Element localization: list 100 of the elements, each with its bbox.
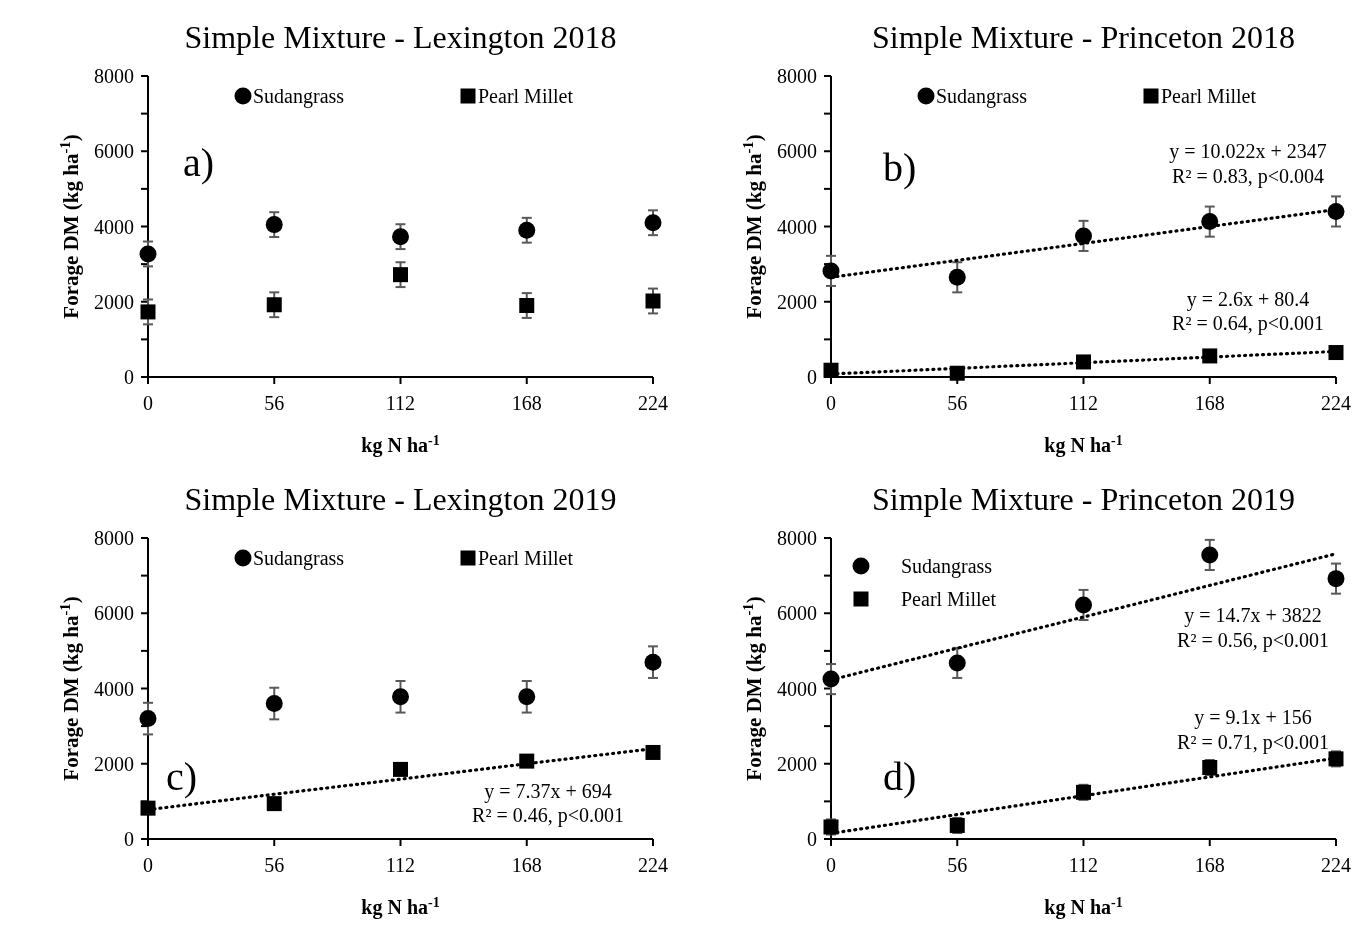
annotation: y = 7.37x + 694	[484, 780, 612, 803]
y-tick-label: 6000	[777, 140, 817, 163]
y-tick-label: 0	[124, 828, 134, 850]
point	[645, 293, 661, 309]
x-tick-label: 56	[947, 392, 968, 414]
annotation: a)	[183, 140, 215, 185]
y-tick-label: 6000	[777, 602, 817, 625]
annotation: R² = 0.64, p<0.001	[1172, 312, 1324, 335]
point	[518, 221, 536, 239]
x-tick-label: 56	[264, 392, 285, 414]
annotation: R² = 0.83, p<0.004	[1172, 165, 1324, 188]
point	[393, 761, 408, 777]
point	[1327, 202, 1345, 220]
y-tick-label: 0	[807, 366, 817, 388]
point	[266, 796, 282, 812]
point	[948, 268, 966, 286]
chart-title: Simple Mixture - Princeton 2019	[871, 481, 1296, 517]
point	[140, 304, 156, 320]
point	[265, 216, 283, 234]
x-tick-label: 224	[1321, 854, 1351, 876]
legend-label: Pearl Millet	[478, 547, 574, 569]
y-tick-label: 8000	[94, 527, 134, 549]
x-tick-label: 112	[385, 854, 416, 876]
x-tick-label: 112	[1068, 392, 1099, 414]
annotation: R² = 0.56, p<0.001	[1177, 629, 1329, 652]
y-tick-label: 8000	[94, 65, 134, 87]
x-tick-label: 112	[385, 392, 416, 414]
x-tick-label: 0	[143, 392, 153, 414]
x-tick-label: 168	[511, 854, 542, 876]
annotation: y = 9.1x + 156	[1194, 706, 1312, 729]
annotation: y = 10.022x + 2347	[1169, 140, 1327, 163]
chart-title: Simple Mixture - Lexington 2018	[184, 19, 617, 55]
point	[140, 800, 156, 816]
x-tick-label: 56	[264, 854, 285, 876]
legend-label: Sudangrass	[901, 555, 993, 578]
x-tick-label: 224	[638, 392, 668, 414]
y-tick-label: 8000	[777, 527, 817, 549]
point	[1075, 596, 1092, 614]
point	[265, 695, 283, 713]
y-tick-label: 2000	[94, 290, 134, 313]
y-tick-label: 2000	[777, 290, 817, 313]
legend-label: Sudangrass	[253, 85, 345, 108]
x-tick-label: 168	[511, 392, 542, 414]
y-tick-label: 2000	[94, 752, 134, 775]
point	[139, 245, 157, 263]
point	[139, 710, 157, 728]
y-tick-label: 0	[124, 366, 134, 388]
y-tick-label: 4000	[94, 677, 134, 700]
point	[822, 262, 840, 280]
legend-label: Pearl Millet	[478, 85, 574, 107]
x-tick-label: 0	[826, 854, 836, 876]
point	[1201, 546, 1219, 564]
x-tick-label: 0	[143, 854, 153, 876]
x-tick-label: 0	[826, 392, 836, 414]
annotation: b)	[883, 145, 917, 190]
annotation: y = 14.7x + 3822	[1184, 604, 1322, 627]
legend-label: Pearl Millet	[1161, 85, 1257, 107]
y-tick-label: 4000	[777, 215, 817, 238]
annotation: c)	[166, 754, 198, 799]
point	[392, 688, 409, 706]
point	[1327, 570, 1345, 588]
y-tick-label: 6000	[94, 602, 134, 625]
chart-title: Simple Mixture - Princeton 2018	[871, 19, 1296, 55]
x-axis-title: kg N ha$^{-1}$	[1044, 432, 1123, 457]
x-tick-label: 168	[1194, 854, 1225, 876]
legend-label: Pearl Millet	[901, 588, 997, 610]
y-tick-label: 4000	[777, 677, 817, 700]
point	[644, 653, 662, 671]
point	[518, 688, 536, 706]
point	[644, 214, 662, 232]
legend-label: Sudangrass	[253, 547, 345, 570]
point	[645, 744, 661, 760]
point	[392, 228, 409, 246]
x-tick-label: 168	[1194, 392, 1225, 414]
y-tick-label: 8000	[777, 65, 817, 87]
point	[519, 298, 535, 314]
annotation: y = 2.6x + 80.4	[1186, 288, 1310, 311]
annotation: R² = 0.46, p<0.001	[472, 804, 624, 827]
x-tick-label: 224	[1321, 392, 1351, 414]
annotation: R² = 0.71, p<0.001	[1177, 731, 1329, 754]
x-axis-title: kg N ha$^{-1}$	[1044, 894, 1123, 919]
annotation: d)	[883, 754, 917, 799]
x-tick-label: 56	[947, 854, 968, 876]
point	[1075, 227, 1092, 245]
y-tick-label: 0	[807, 828, 817, 850]
chart-title: Simple Mixture - Lexington 2019	[184, 481, 617, 517]
point	[1328, 345, 1344, 361]
x-tick-label: 112	[1068, 854, 1099, 876]
y-tick-label: 2000	[777, 752, 817, 775]
point	[823, 819, 839, 835]
x-axis-title: kg N ha$^{-1}$	[361, 894, 440, 919]
x-tick-label: 224	[638, 854, 668, 876]
point	[823, 362, 839, 378]
point	[948, 654, 966, 672]
point	[266, 297, 282, 313]
legend-label: Sudangrass	[936, 85, 1028, 108]
y-tick-label: 6000	[94, 140, 134, 163]
point	[393, 267, 408, 283]
y-tick-label: 4000	[94, 215, 134, 238]
x-axis-title: kg N ha$^{-1}$	[361, 432, 440, 457]
